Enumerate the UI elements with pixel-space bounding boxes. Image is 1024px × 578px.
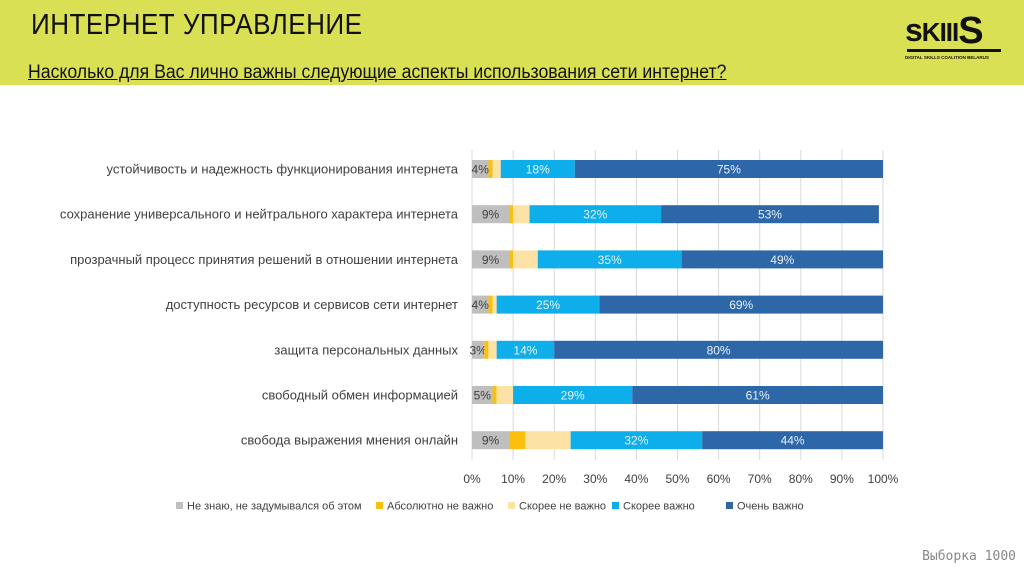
data-label: 69% — [729, 298, 753, 312]
data-label: 9% — [482, 434, 500, 448]
bar-segment — [525, 431, 571, 450]
bar-segment — [513, 250, 538, 269]
legend-entry: Абсолютно не важно — [387, 501, 493, 513]
bar-segment — [472, 160, 489, 178]
bar-segment — [500, 160, 575, 178]
data-label: 9% — [482, 253, 500, 267]
category-label: устойчивость и надежность функционирован… — [107, 162, 459, 177]
data-label: 5% — [474, 389, 492, 403]
legend-entry: Очень важно — [737, 501, 804, 513]
bar-segment — [492, 160, 501, 178]
bar-segment — [472, 295, 489, 314]
bar-segment — [681, 250, 883, 269]
legend-entry: Скорее важно — [623, 501, 695, 513]
data-label: 75% — [717, 163, 741, 177]
bar-segment — [508, 431, 526, 450]
sample-size: Выборка 1000 — [922, 549, 1016, 564]
x-tick-label: 100% — [868, 472, 899, 486]
data-label: 53% — [758, 208, 782, 222]
bar-segment — [496, 295, 600, 314]
x-tick-label: 30% — [583, 472, 607, 486]
bar-segment — [508, 205, 514, 224]
x-tick-label: 40% — [624, 472, 648, 486]
bar-segment — [472, 386, 493, 404]
header-band — [0, 0, 1024, 85]
data-label: 49% — [770, 253, 794, 267]
data-label: 32% — [624, 434, 648, 448]
bar-segment — [492, 295, 497, 314]
x-tick-label: 10% — [501, 472, 525, 486]
data-label: 44% — [781, 434, 805, 448]
bar-segment — [702, 431, 883, 450]
data-label: 18% — [526, 163, 550, 177]
bar-segment — [574, 160, 883, 178]
legend-swatch — [176, 502, 183, 509]
x-tick-label: 90% — [830, 472, 854, 486]
legend-entry: Не знаю, не задумывался об этом — [187, 501, 362, 513]
bar-segment — [554, 340, 883, 359]
bar-segment — [661, 205, 879, 224]
legend-entry: Скорее не важно — [519, 501, 606, 513]
bar-segment — [472, 431, 509, 450]
legend-swatch — [376, 502, 383, 509]
bar-segment — [632, 386, 883, 404]
data-label: 14% — [513, 343, 537, 357]
data-label: 32% — [583, 208, 607, 222]
bar-segment — [508, 250, 514, 269]
category-label: сохранение универсального и нейтрального… — [60, 207, 459, 222]
category-label: свободный обмен информацией — [262, 388, 458, 403]
bar-segment — [496, 386, 514, 404]
bar-segment — [472, 250, 509, 269]
bar-segment — [513, 386, 633, 404]
bar-segment — [599, 295, 883, 314]
bar-segment — [488, 160, 493, 178]
legend-swatch — [612, 502, 619, 509]
x-tick-label: 80% — [789, 472, 813, 486]
bar-segment — [537, 250, 682, 269]
data-label: 35% — [598, 253, 622, 267]
data-label: 80% — [707, 343, 731, 357]
data-label: 29% — [561, 389, 585, 403]
bar-segment — [484, 340, 489, 359]
bar-segment — [529, 205, 662, 224]
legend-swatch — [508, 502, 515, 509]
x-tick-label: 70% — [748, 472, 772, 486]
category-label: свобода выражения мнения онлайн — [241, 433, 458, 448]
bar-segment — [492, 386, 497, 404]
data-label: 4% — [472, 298, 490, 312]
x-tick-label: 60% — [707, 472, 731, 486]
data-label: 61% — [746, 389, 770, 403]
category-label: защита персональных данных — [274, 342, 458, 357]
legend-swatch — [726, 502, 733, 509]
bar-segment — [513, 205, 530, 224]
bar-segment — [472, 340, 485, 359]
bar-segment — [472, 205, 509, 224]
category-label: доступность ресурсов и сервисов сети инт… — [166, 297, 458, 312]
bar-segment — [570, 431, 703, 450]
data-label: 3% — [469, 343, 487, 357]
survey-question: Насколько для Вас лично важны следующие … — [28, 62, 727, 83]
x-tick-label: 0% — [463, 472, 481, 486]
category-label: прозрачный процесс принятия решений в от… — [70, 252, 459, 267]
bar-segment — [488, 295, 493, 314]
bar-segment — [496, 340, 555, 359]
data-label: 4% — [472, 163, 490, 177]
page-title: ИНТЕРНЕТ УПРАВЛЕНИЕ — [31, 9, 363, 41]
data-label: 9% — [482, 208, 500, 222]
bar-segment — [488, 340, 497, 359]
data-label: 25% — [536, 298, 560, 312]
x-tick-label: 20% — [542, 472, 566, 486]
skills-logo: sKIIIS DIGITAL SKILLS COALITION BELARUS — [905, 8, 1005, 64]
x-tick-label: 50% — [665, 472, 689, 486]
